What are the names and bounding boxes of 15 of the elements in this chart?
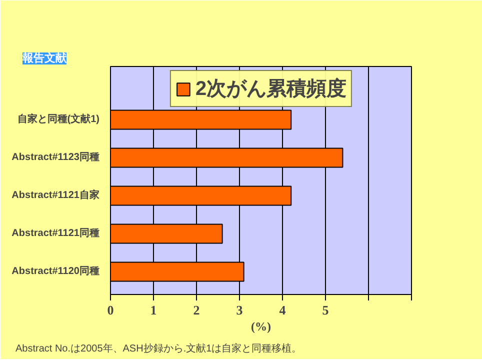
x-tick-label: 5 bbox=[322, 302, 330, 318]
x-tick-label: 4 bbox=[279, 302, 286, 318]
legend-label: 2次がん累積頻度 bbox=[195, 76, 347, 102]
y-tick-label: Abstract#1120同種 bbox=[12, 266, 100, 278]
y-tick-label: 自家と同種(文献1) bbox=[17, 113, 100, 126]
text: Abstract No.は2005年、ASH抄録から.文献1は自家と同種移植。 bbox=[16, 342, 302, 354]
y-axis-title: 報告文献 bbox=[22, 52, 68, 64]
x-tick-label: 3 bbox=[236, 302, 244, 318]
y-tick-label: Abstract#1121同種 bbox=[12, 228, 100, 240]
x-axis-title: (%) bbox=[251, 320, 272, 334]
x-tick-label: 1 bbox=[150, 302, 157, 318]
y-tick-label: Abstract#1123同種 bbox=[12, 152, 100, 164]
y-tick-label: Abstract#1121自家 bbox=[12, 189, 100, 202]
x-tick-label: 2 bbox=[193, 302, 200, 318]
x-tick-label: 0 bbox=[107, 302, 114, 318]
